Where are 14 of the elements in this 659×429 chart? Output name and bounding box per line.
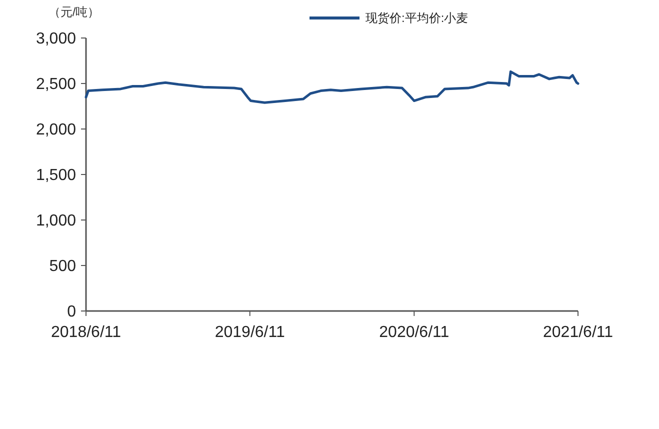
y-tick-label: 0 xyxy=(67,304,76,321)
y-tick-label: 3,000 xyxy=(36,30,76,48)
x-tick-label: 2019/6/11 xyxy=(214,324,285,341)
line-series xyxy=(84,70,580,104)
y-tick-label: 1,500 xyxy=(36,167,76,184)
y-tick-label: 1,000 xyxy=(36,212,76,230)
y-tick-label: 2,000 xyxy=(36,122,76,139)
x-tick-label: 2020/6/11 xyxy=(379,324,450,341)
y-tick-label: 500 xyxy=(49,258,76,276)
y-tick-label: 2,500 xyxy=(36,76,76,94)
legend-label: 现货价:平均价:小麦 xyxy=(366,11,468,26)
x-tick-label: 2018/6/11 xyxy=(51,324,122,341)
x-tick-label: 2021/6/11 xyxy=(543,324,614,341)
y-axis-title: （元/吨） xyxy=(48,5,100,19)
